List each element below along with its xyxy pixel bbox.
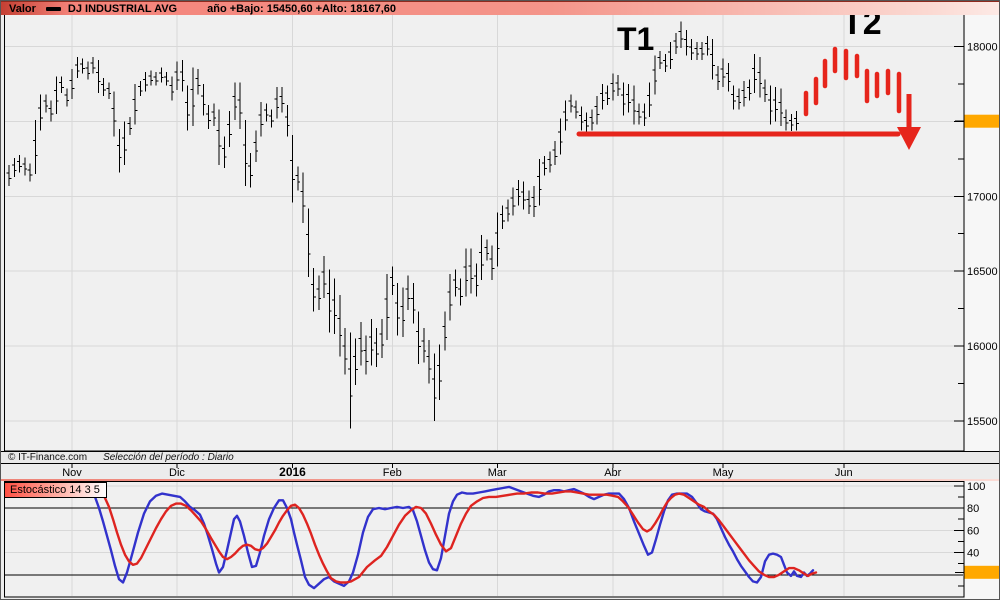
month-label: Dic: [169, 467, 185, 479]
svg-text:100: 100: [967, 481, 985, 493]
period-selector-label[interactable]: Selección del período : Diario: [103, 452, 234, 463]
annotation-t1: T1: [617, 21, 654, 57]
date-axis: Nov Dic 2016 Feb Mar Abr May Jun: [62, 464, 853, 479]
stoch-plot-area[interactable]: [5, 482, 963, 596]
copyright-strip: © IT-Finance.com Selección del período :…: [1, 451, 999, 464]
instrument-name: DJ INDUSTRIAL AVG: [67, 2, 178, 15]
svg-text:80: 80: [967, 503, 979, 515]
month-label: Nov: [62, 467, 82, 479]
price-axis-column: [965, 14, 999, 451]
stochastic-indicator-label[interactable]: Estocástico 14 3 5: [4, 482, 107, 498]
series-type-label: Valor: [9, 2, 36, 15]
down-arrow-head: [897, 127, 921, 150]
month-label: 2016: [279, 465, 306, 479]
stoch-value-tag: [964, 565, 999, 579]
stoch-d-line: [95, 485, 818, 584]
year-high-low-label: año +Bajo: 15450,60 +Alto: 18167,60: [207, 2, 397, 15]
chart-header: Valor DJ INDUSTRIAL AVG año +Bajo: 15450…: [1, 1, 999, 15]
month-label: Jun: [835, 467, 853, 479]
svg-text:16000: 16000: [967, 341, 998, 353]
month-label: Abr: [604, 467, 621, 479]
svg-text:40: 40: [967, 548, 979, 560]
last-price-tag: [964, 114, 999, 128]
svg-text:16500: 16500: [967, 266, 998, 278]
svg-text:18000: 18000: [967, 41, 998, 53]
month-label: Feb: [383, 467, 402, 479]
stoch-axis-column: [965, 481, 999, 599]
svg-text:60: 60: [967, 525, 979, 537]
price-bars: [6, 21, 799, 429]
series-color-swatch: [45, 6, 61, 11]
copyright-text: © IT-Finance.com: [8, 452, 88, 463]
price-plot-area[interactable]: [5, 15, 963, 450]
month-label: Mar: [488, 467, 507, 479]
svg-text:15500: 15500: [967, 416, 998, 428]
month-label: May: [713, 467, 734, 479]
section-separator: [1, 479, 999, 481]
svg-text:17000: 17000: [967, 191, 998, 203]
